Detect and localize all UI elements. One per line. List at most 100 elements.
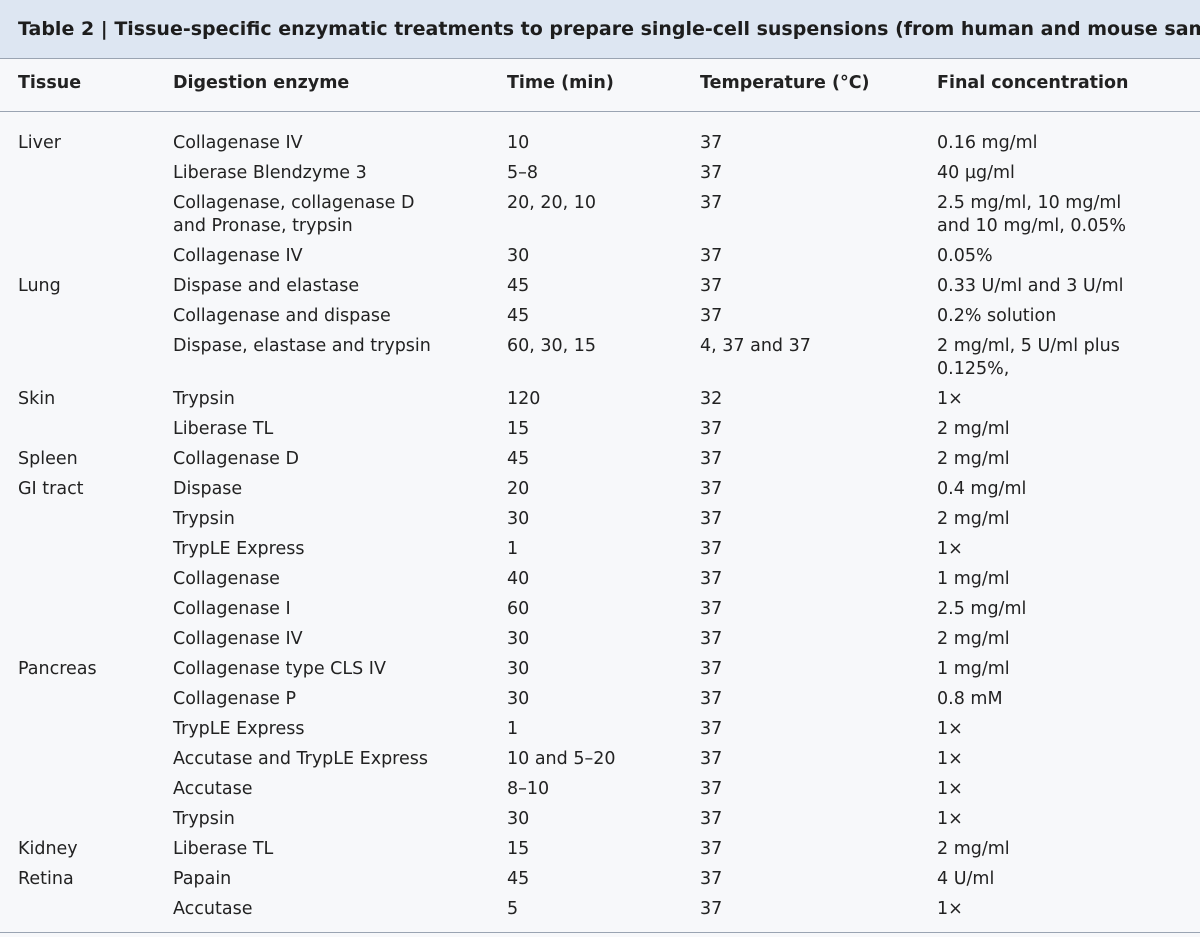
- tissue: Skin: [18, 389, 56, 409]
- final-concentration: 0.05%: [937, 246, 993, 266]
- digestion-enzyme: Collagenase: [173, 569, 280, 589]
- final-concentration: 40 µg/ml: [937, 163, 1015, 183]
- digestion-enzyme: Trypsin: [173, 389, 235, 409]
- temperature: 37: [700, 419, 723, 439]
- final-concentration: 1×: [937, 389, 963, 409]
- rule: [0, 932, 1200, 933]
- temperature: 37: [700, 869, 723, 889]
- tissue: Lung: [18, 276, 61, 296]
- digestion-enzyme: Trypsin: [173, 509, 235, 529]
- time: 30: [507, 659, 530, 679]
- final-concentration: 0.2% solution: [937, 306, 1057, 326]
- tissue: Liver: [18, 133, 61, 153]
- time: 5–8: [507, 163, 539, 183]
- temperature: 37: [700, 719, 723, 739]
- digestion-enzyme: Liberase TL: [173, 419, 274, 439]
- digestion-enzyme: Collagenase and dispase: [173, 306, 391, 326]
- final-concentration: 1×: [937, 899, 963, 919]
- digestion-enzyme: Collagenase IV: [173, 133, 303, 153]
- final-concentration: 2.5 mg/ml: [937, 599, 1027, 619]
- time: 20, 20, 10: [507, 193, 597, 213]
- temperature: 37: [700, 659, 723, 679]
- temperature: 37: [700, 899, 723, 919]
- temperature: 37: [700, 809, 723, 829]
- temperature: 37: [700, 246, 723, 266]
- final-concentration: 0.33 U/ml and 3 U/ml: [937, 276, 1124, 296]
- rule: [0, 111, 1200, 112]
- final-concentration: 2.5 mg/ml, 10 mg/ml and 10 mg/ml, 0.05%: [937, 193, 1126, 236]
- temperature: 37: [700, 539, 723, 559]
- tissue: Retina: [18, 869, 74, 889]
- final-concentration: 2 mg/ml: [937, 419, 1010, 439]
- digestion-enzyme: Accutase and TrypLE Express: [173, 749, 428, 769]
- temperature: 37: [700, 749, 723, 769]
- time: 40: [507, 569, 530, 589]
- digestion-enzyme: Papain: [173, 869, 232, 889]
- final-concentration: 1×: [937, 719, 963, 739]
- final-concentration: 1 mg/ml: [937, 659, 1010, 679]
- time: 1: [507, 719, 519, 739]
- digestion-enzyme: Collagenase P: [173, 689, 297, 709]
- time: 30: [507, 689, 530, 709]
- digestion-enzyme: Collagenase I: [173, 599, 291, 619]
- final-concentration: 2 mg/ml: [937, 509, 1010, 529]
- column-header: Temperature (°C): [700, 73, 870, 93]
- temperature: 37: [700, 689, 723, 709]
- temperature: 37: [700, 779, 723, 799]
- table-title: Table 2 | Tissue-specific enzymatic trea…: [18, 18, 1200, 40]
- temperature: 4, 37 and 37: [700, 336, 811, 356]
- final-concentration: 4 U/ml: [937, 869, 995, 889]
- final-concentration: 1×: [937, 779, 963, 799]
- time: 15: [507, 839, 530, 859]
- final-concentration: 1 mg/ml: [937, 569, 1010, 589]
- time: 30: [507, 509, 530, 529]
- tissue: GI tract: [18, 479, 84, 499]
- rule: [0, 58, 1200, 59]
- time: 45: [507, 449, 530, 469]
- column-header: Digestion enzyme: [173, 73, 350, 93]
- final-concentration: 0.8 mM: [937, 689, 1003, 709]
- digestion-enzyme: Dispase, elastase and trypsin: [173, 336, 431, 356]
- time: 30: [507, 809, 530, 829]
- time: 120: [507, 389, 541, 409]
- final-concentration: 2 mg/ml: [937, 449, 1010, 469]
- final-concentration: 2 mg/ml, 5 U/ml plus 0.125%,: [937, 336, 1120, 379]
- time: 45: [507, 306, 530, 326]
- column-header: Tissue: [18, 73, 82, 93]
- digestion-enzyme: Collagenase IV: [173, 629, 303, 649]
- temperature: 37: [700, 479, 723, 499]
- final-concentration: 1×: [937, 809, 963, 829]
- column-header: Final concentration: [937, 73, 1129, 93]
- temperature: 37: [700, 276, 723, 296]
- digestion-enzyme: Liberase Blendzyme 3: [173, 163, 367, 183]
- time: 15: [507, 419, 530, 439]
- time: 8–10: [507, 779, 550, 799]
- time: 45: [507, 276, 530, 296]
- temperature: 37: [700, 509, 723, 529]
- time: 10 and 5–20: [507, 749, 616, 769]
- temperature: 37: [700, 839, 723, 859]
- final-concentration: 2 mg/ml: [937, 839, 1010, 859]
- temperature: 32: [700, 389, 723, 409]
- time: 10: [507, 133, 530, 153]
- digestion-enzyme: Collagenase D: [173, 449, 299, 469]
- temperature: 37: [700, 449, 723, 469]
- digestion-enzyme: Collagenase IV: [173, 246, 303, 266]
- time: 60: [507, 599, 530, 619]
- time: 45: [507, 869, 530, 889]
- final-concentration: 1×: [937, 539, 963, 559]
- time: 60, 30, 15: [507, 336, 597, 356]
- tissue: Kidney: [18, 839, 78, 859]
- digestion-enzyme: TrypLE Express: [173, 539, 305, 559]
- title-band: [0, 0, 1200, 58]
- temperature: 37: [700, 163, 723, 183]
- temperature: 37: [700, 306, 723, 326]
- final-concentration: 0.16 mg/ml: [937, 133, 1038, 153]
- time: 20: [507, 479, 530, 499]
- temperature: 37: [700, 569, 723, 589]
- digestion-enzyme: Dispase: [173, 479, 243, 499]
- tissue: Pancreas: [18, 659, 97, 679]
- temperature: 37: [700, 133, 723, 153]
- tissue: Spleen: [18, 449, 78, 469]
